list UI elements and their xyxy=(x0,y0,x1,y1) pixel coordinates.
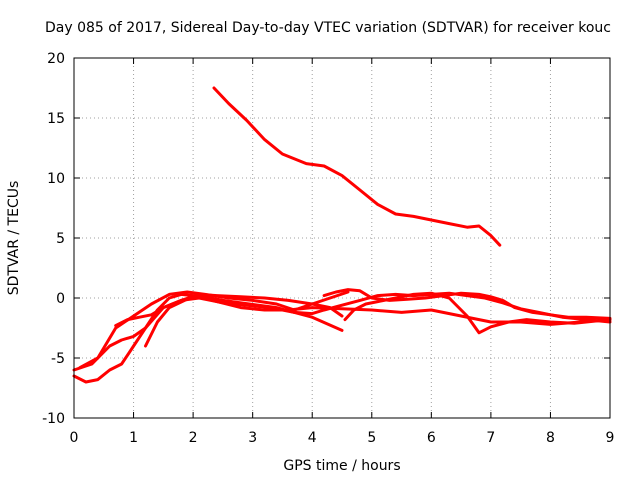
grid xyxy=(74,58,610,418)
y-tick-label: -10 xyxy=(42,411,65,427)
series-s2 xyxy=(72,292,612,384)
x-tick-label: 7 xyxy=(486,430,495,446)
y-tick-label: 0 xyxy=(56,291,65,307)
x-tick-label: 0 xyxy=(70,430,79,446)
y-tick-label: 10 xyxy=(47,171,65,187)
x-tick-label: 3 xyxy=(248,430,257,446)
y-tick-label: 15 xyxy=(47,111,65,127)
y-axis-label: SDTVAR / TECUs xyxy=(6,181,22,296)
x-tick-label: 6 xyxy=(427,430,436,446)
series-s7 xyxy=(322,288,612,320)
series-s1 xyxy=(212,86,502,247)
x-axis-label: GPS time / hours xyxy=(283,458,400,474)
x-tick-label: 1 xyxy=(129,430,138,446)
data-series xyxy=(72,86,612,384)
series-s6 xyxy=(114,292,344,328)
y-tick-label: -5 xyxy=(51,351,65,367)
y-tick-label: 20 xyxy=(47,51,65,67)
x-tick-label: 5 xyxy=(367,430,376,446)
x-tick-label: 2 xyxy=(189,430,198,446)
x-axis-ticks: 0 1 2 3 4 5 6 7 8 9 xyxy=(70,58,615,446)
x-tick-label: 8 xyxy=(546,430,555,446)
x-tick-label: 4 xyxy=(308,430,317,446)
chart-title: Day 085 of 2017, Sidereal Day-to-day VTE… xyxy=(45,20,611,36)
x-tick-label: 9 xyxy=(606,430,615,446)
y-axis-ticks: -10 -5 0 5 10 15 20 xyxy=(42,51,610,427)
y-tick-label: 5 xyxy=(56,231,65,247)
series-s8 xyxy=(343,291,612,335)
